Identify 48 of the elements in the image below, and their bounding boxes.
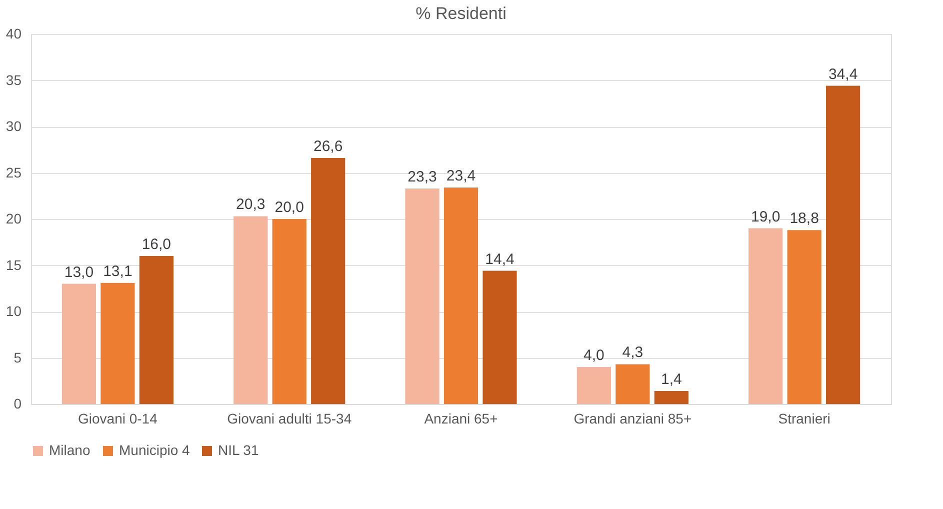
y-tick-label: 15	[6, 256, 22, 273]
x-tick-label: Giovani adulti 15-34	[227, 410, 352, 426]
y-tick-label: 30	[6, 118, 22, 134]
bar	[482, 270, 517, 404]
y-tick-label: 35	[6, 72, 22, 88]
y-tick-label: 40	[6, 26, 22, 42]
data-label: 1,4	[660, 371, 682, 388]
data-label: 13,0	[64, 264, 94, 281]
bar	[62, 284, 96, 404]
bar	[444, 188, 478, 404]
y-tick-label: 10	[6, 303, 22, 319]
bar	[576, 367, 611, 404]
y-tick-label: 5	[14, 349, 22, 366]
data-label: 18,8	[790, 210, 819, 228]
bar	[234, 216, 268, 404]
x-tick-label: Anziani 65+	[424, 410, 498, 426]
bar	[826, 86, 860, 404]
y-tick-label: 20	[6, 210, 22, 226]
bar	[748, 228, 783, 404]
legend-label: NIL 31	[218, 442, 259, 458]
data-label: 16,0	[142, 236, 172, 253]
bar	[100, 282, 135, 404]
data-label: 20,3	[236, 196, 266, 214]
bar	[405, 188, 440, 404]
x-tick-label: Giovani 0-14	[78, 410, 158, 426]
x-tick-label: Grandi anziani 85+	[574, 410, 692, 426]
legend-label: Milano	[49, 442, 90, 458]
data-label: 4,3	[622, 344, 644, 362]
y-tick-label: 0	[14, 396, 22, 412]
bar	[272, 219, 306, 404]
data-label: 26,6	[313, 138, 343, 155]
data-label: 19,0	[750, 208, 780, 226]
data-label: 23,3	[408, 168, 437, 186]
bar	[787, 230, 822, 404]
data-label: 13,1	[103, 262, 132, 280]
bar	[311, 158, 346, 404]
bar	[139, 256, 174, 404]
bar	[654, 391, 688, 404]
bar	[616, 364, 650, 404]
data-label: 23,4	[446, 168, 476, 185]
data-label: 34,4	[828, 66, 858, 83]
x-tick-label: Stranieri	[778, 410, 830, 426]
y-tick-label: 25	[6, 164, 22, 180]
data-label: 20,0	[274, 199, 304, 216]
legend-label: Municipio 4	[119, 442, 190, 458]
data-label: 14,4	[485, 250, 514, 268]
data-label: 4,0	[583, 347, 604, 364]
chart-title: % Residenti	[416, 4, 506, 23]
